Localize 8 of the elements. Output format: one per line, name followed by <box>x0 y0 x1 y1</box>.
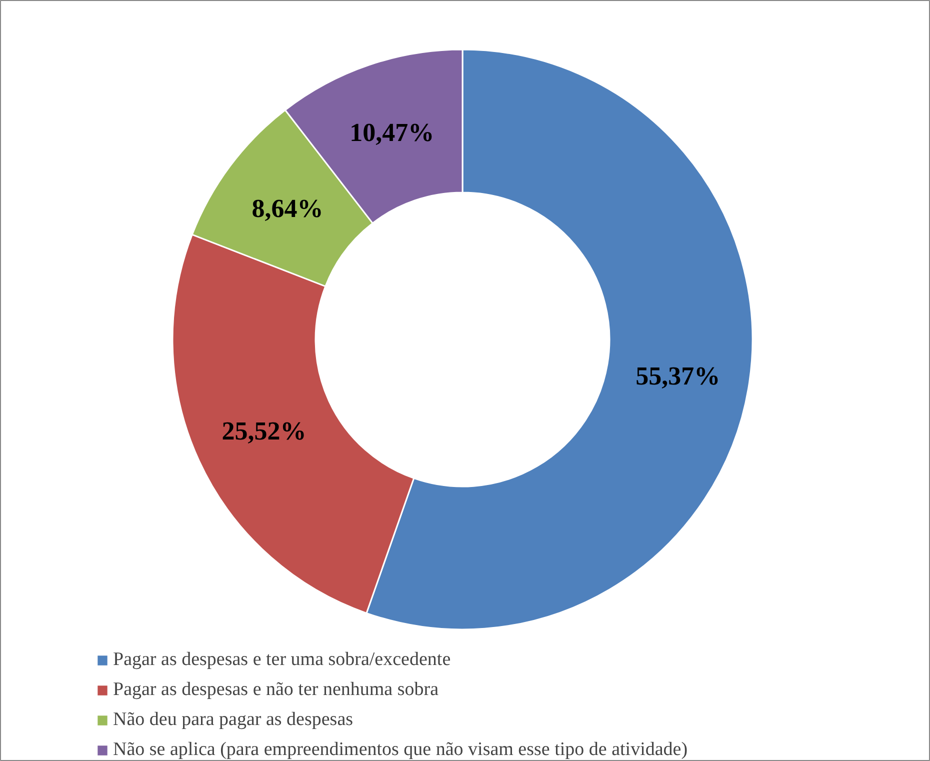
legend-label: Pagar as despesas e ter uma sobra/excedente <box>113 649 451 671</box>
data-label: 8,64% <box>252 194 324 224</box>
legend-label: Pagar as despesas e não ter nenhuma sobra <box>113 679 439 701</box>
data-label: 10,47% <box>350 118 434 148</box>
legend-label: Não deu para pagar as despesas <box>113 709 354 731</box>
legend-label: Não se aplica (para empreendimentos que não visam esse tipo de atividade) <box>113 739 688 761</box>
data-label: 55,37% <box>636 362 720 391</box>
data-label: 25,52% <box>222 416 306 446</box>
